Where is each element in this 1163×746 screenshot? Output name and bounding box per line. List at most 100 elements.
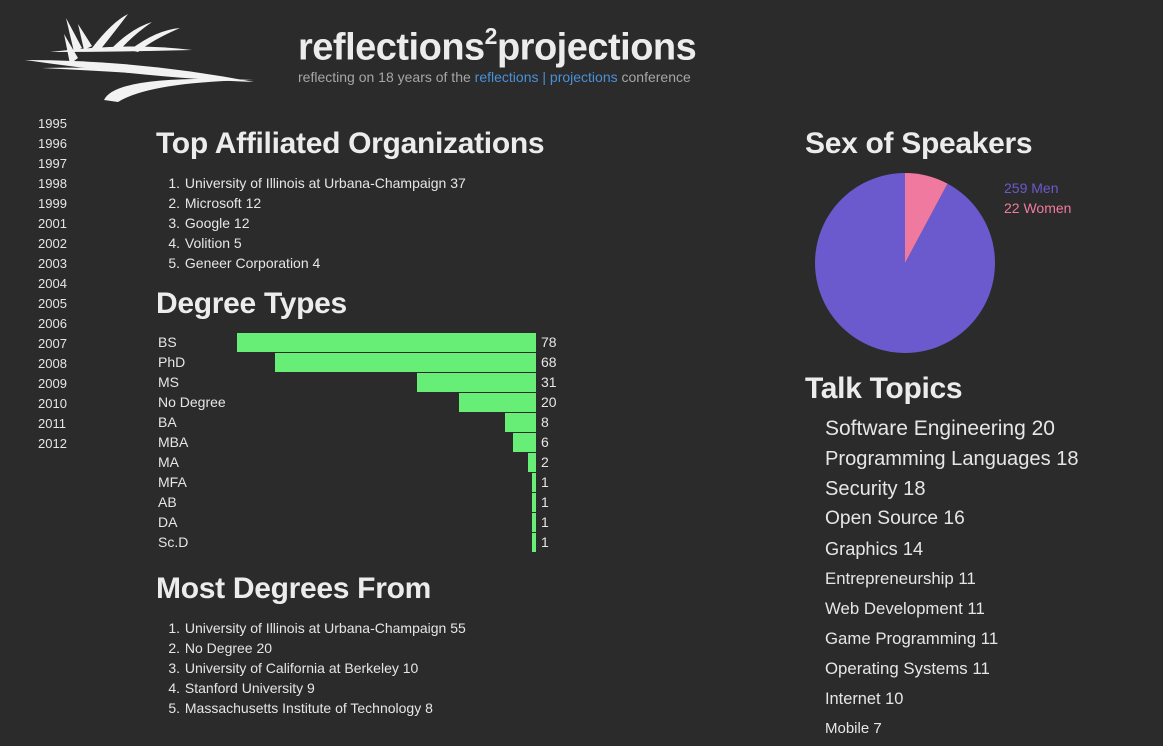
degree-row: BS 78 — [158, 332, 578, 352]
degree-bar — [532, 513, 536, 532]
degree-label: DA — [158, 514, 178, 530]
rank-number: 1. — [168, 175, 180, 191]
rank-text: Microsoft 12 — [181, 195, 262, 211]
rank-number: 3. — [168, 215, 180, 231]
tagline: reflecting on 18 years of the reflection… — [298, 68, 691, 86]
degree-value: 1 — [541, 514, 549, 530]
degree-label: MBA — [158, 434, 189, 450]
degrees-from-list: 1. University of Illinois at Urbana-Cham… — [156, 618, 466, 718]
degree-row: MBA 6 — [158, 432, 578, 452]
degree-row: PhD 68 — [158, 352, 578, 372]
degree-label: BA — [158, 414, 177, 430]
rank-number: 4. — [168, 235, 180, 251]
organizations-list: 1. University of Illinois at Urbana-Cham… — [156, 173, 466, 273]
link-reflections[interactable]: reflections — [474, 69, 539, 85]
topic-item: Operating Systems 11 — [825, 659, 990, 678]
list-item: 5. Geneer Corporation 4 — [156, 253, 466, 273]
link-projections[interactable]: projections — [549, 69, 618, 85]
site-title: reflections2projections — [298, 14, 697, 72]
degree-bar — [532, 473, 536, 492]
degree-label: Sc.D — [158, 534, 189, 550]
year-link-1999[interactable]: 1999 — [38, 196, 67, 211]
topic-item: Open Source 16 — [825, 508, 965, 529]
degree-value: 68 — [541, 354, 557, 370]
degree-value: 1 — [541, 534, 549, 550]
degree-row: MA 2 — [158, 452, 578, 472]
sex-of-speakers-title: Sex of Speakers — [805, 127, 1033, 160]
list-item: 3. University of California at Berkeley … — [156, 658, 466, 678]
degree-value: 31 — [541, 374, 557, 390]
year-link-2010[interactable]: 2010 — [38, 396, 67, 411]
title-part-reflections: reflections — [298, 26, 485, 69]
topic-item: Programming Languages 18 — [825, 448, 1079, 470]
pie-slice-women — [905, 173, 948, 263]
degree-types-chart: BS 78 PhD 68 MS 31 No Degree 20 BA 8 MBA 6 MA 2 MFA 1 AB… — [158, 332, 578, 552]
year-link-2002[interactable]: 2002 — [38, 236, 67, 251]
topic-item: Internet 10 — [825, 690, 904, 708]
degree-label: No Degree — [158, 394, 226, 410]
rank-text: Geneer Corporation 4 — [181, 255, 321, 271]
degree-types-title: Degree Types — [156, 287, 347, 320]
legend-women: 22 Women — [1004, 200, 1072, 216]
sex-pie-chart — [815, 173, 995, 353]
year-link-2006[interactable]: 2006 — [38, 316, 67, 331]
list-item: 1. University of Illinois at Urbana-Cham… — [156, 173, 466, 193]
rank-text: Volition 5 — [181, 235, 242, 251]
degree-bar — [237, 333, 536, 352]
year-link-1996[interactable]: 1996 — [38, 136, 67, 151]
degree-value: 1 — [541, 474, 549, 490]
year-nav: 1995 1996 1997 1998 1999 2001 2002 2003 2004 2005… — [38, 114, 67, 454]
year-link-1998[interactable]: 1998 — [38, 176, 67, 191]
year-link-2012[interactable]: 2012 — [38, 436, 67, 451]
rank-number: 5. — [168, 700, 180, 716]
degree-bar — [417, 373, 536, 392]
degree-label: BS — [158, 334, 177, 350]
degree-row: AB 1 — [158, 492, 578, 512]
year-link-1997[interactable]: 1997 — [38, 156, 67, 171]
year-link-2011[interactable]: 2011 — [38, 416, 66, 431]
talk-topics-list: Software Engineering 20 Programming Langu… — [825, 414, 1079, 744]
degrees-from-title: Most Degrees From — [156, 572, 431, 605]
year-link-2005[interactable]: 2005 — [38, 296, 67, 311]
year-link-2004[interactable]: 2004 — [38, 276, 67, 291]
tagline-suffix: conference — [617, 69, 691, 85]
year-link-1995[interactable]: 1995 — [38, 116, 67, 131]
topic-item: Web Development 11 — [825, 599, 985, 618]
degree-label: MA — [158, 454, 179, 470]
title-part-projections: projections — [496, 26, 697, 69]
degree-value: 1 — [541, 494, 549, 510]
link-separator: | — [542, 69, 547, 85]
topic-item: Game Programming 11 — [825, 629, 999, 648]
rank-text: University of Illinois at Urbana-Champai… — [181, 620, 466, 636]
degree-bar — [532, 493, 536, 512]
rank-number: 5. — [168, 255, 180, 271]
talk-topics-title: Talk Topics — [805, 372, 963, 405]
degree-value: 78 — [541, 334, 557, 350]
year-link-2009[interactable]: 2009 — [38, 376, 67, 391]
degree-row: MS 31 — [158, 372, 578, 392]
list-item: 3. Google 12 — [156, 213, 466, 233]
rank-number: 1. — [168, 620, 180, 636]
degree-row: BA 8 — [158, 412, 578, 432]
topic-item: Graphics 14 — [825, 539, 924, 559]
degree-bar — [459, 393, 536, 412]
list-item: 2. Microsoft 12 — [156, 193, 466, 213]
degree-value: 2 — [541, 454, 549, 470]
rank-text: Massachusetts Institute of Technology 8 — [181, 700, 433, 716]
degree-bar — [505, 413, 536, 432]
degree-bar — [513, 433, 536, 452]
year-link-2003[interactable]: 2003 — [38, 256, 67, 271]
degree-value: 20 — [541, 394, 557, 410]
year-link-2008[interactable]: 2008 — [38, 356, 67, 371]
rank-text: No Degree 20 — [181, 640, 273, 656]
degree-bar — [528, 453, 536, 472]
rank-text: University of Illinois at Urbana-Champai… — [181, 175, 466, 191]
degree-bar — [532, 533, 536, 552]
degree-row: MFA 1 — [158, 472, 578, 492]
degree-value: 8 — [541, 414, 549, 430]
degree-bar — [275, 353, 536, 372]
degree-label: MS — [158, 374, 179, 390]
site-logo — [25, 14, 254, 102]
year-link-2001[interactable]: 2001 — [38, 216, 67, 231]
year-link-2007[interactable]: 2007 — [38, 336, 67, 351]
